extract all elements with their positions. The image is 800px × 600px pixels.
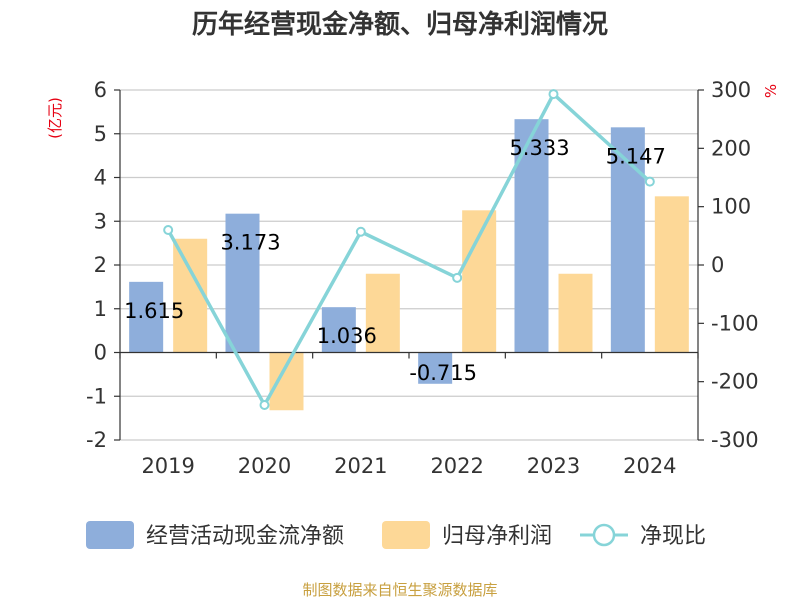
profit-bar-2024 [654, 196, 689, 353]
x-tick-label: 2020 [238, 454, 291, 478]
x-tick-label: 2023 [527, 454, 580, 478]
legend-label-ratio: 净现比 [640, 524, 706, 549]
left-tick-label: 0 [94, 341, 107, 365]
ratio-polyline [166, 92, 652, 407]
tick-labels: -2 -1 0 1 2 3 4 5 6 -300 -200 -100 0 100 200 300 2019 202… [86, 78, 759, 478]
chart-title: 历年经营现金净额、归母净利润情况 [192, 9, 608, 40]
ratio-point-2020 [259, 400, 270, 410]
left-tick-label: 4 [94, 166, 107, 190]
ratio-point-2019 [163, 225, 174, 235]
right-tick-label: -300 [711, 428, 759, 452]
profit-bar-2019 [173, 238, 208, 353]
cashflow-bar-2020 [225, 213, 260, 353]
right-tick-label: -100 [711, 311, 759, 335]
cashflow-label-2019: 1.615 [124, 299, 184, 323]
legend-swatch-cashflow [86, 521, 134, 549]
cashflow-bar-2024 [610, 127, 645, 353]
legend: 经营活动现金流净额 归母净利润 净现比 [86, 521, 706, 549]
x-tick-label: 2024 [623, 454, 676, 478]
profit-bar-2022 [462, 210, 497, 353]
data-labels: 1.615 3.173 1.036 -0.715 5.333 5.147 [124, 136, 666, 385]
right-axis-unit: % [762, 84, 780, 98]
ratio-point-2024 [644, 176, 655, 187]
ratio-point-2022 [452, 272, 463, 283]
cashflow-label-2020: 3.173 [220, 231, 280, 255]
bars [129, 119, 689, 411]
cashflow-label-2024: 5.147 [606, 144, 666, 168]
x-tick-label: 2019 [141, 454, 194, 478]
left-tick-label: 6 [94, 78, 107, 102]
x-tick-label: 2022 [430, 454, 483, 478]
profit-bar-2020 [269, 352, 304, 411]
cashflow-label-2022: -0.715 [409, 361, 477, 385]
left-tick-label: 2 [94, 253, 107, 277]
profit-bar-2021 [365, 273, 400, 353]
left-tick-label: 5 [94, 122, 107, 146]
left-tick-label: 1 [94, 297, 107, 321]
legend-marker-ratio [592, 523, 616, 547]
legend-label-profit: 归母净利润 [442, 524, 552, 549]
right-tick-label: 0 [711, 253, 724, 277]
right-tick-label: -200 [711, 370, 759, 394]
ratio-point-2023 [548, 89, 559, 100]
right-tick-label: 300 [711, 78, 751, 102]
legend-swatch-profit [382, 521, 430, 549]
x-tick-label: 2021 [334, 454, 387, 478]
cashflow-bar-2022 [418, 352, 453, 384]
legend-label-cashflow: 经营活动现金流净额 [146, 524, 344, 549]
left-tick-label: -2 [86, 428, 107, 452]
right-tick-label: 200 [711, 136, 751, 160]
cashflow-bar-2019 [129, 281, 164, 353]
ratio-line [163, 89, 655, 410]
right-tick-label: 100 [711, 195, 751, 219]
ratio-point-2021 [355, 226, 366, 237]
profit-bar-2023 [558, 273, 593, 353]
cashflow-label-2023: 5.333 [509, 136, 569, 160]
source-note: 制图数据来自恒生聚源数据库 [302, 581, 497, 599]
left-tick-label: 3 [94, 209, 107, 233]
cashflow-label-2021: 1.036 [317, 324, 377, 348]
grid-lines [120, 89, 698, 441]
cashflow-bar-2021 [321, 307, 356, 353]
left-axis-unit: (亿元) [46, 97, 64, 139]
axes [114, 89, 704, 441]
left-tick-label: -1 [86, 384, 107, 408]
